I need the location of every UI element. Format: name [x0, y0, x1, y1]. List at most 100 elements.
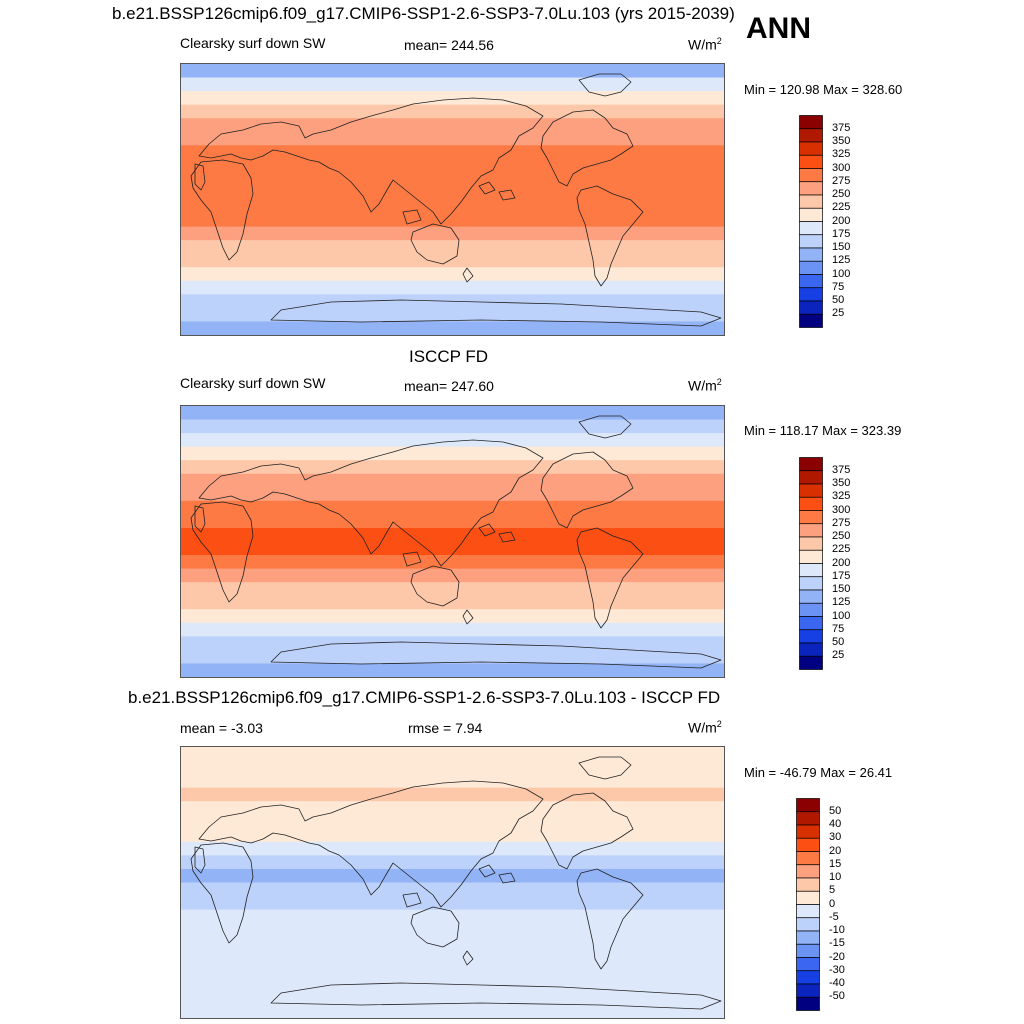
panel-2-minmax: Min = 118.17 Max = 323.39 — [744, 423, 902, 438]
panel-1-colorbar-tick-label: 250 — [832, 188, 851, 200]
panel-1-colorbar-swatch — [799, 300, 823, 315]
panel-3-colorbar-tick-label: 40 — [829, 818, 842, 830]
panel-3-colorbar-swatch — [796, 930, 820, 945]
panel-2-mean-label: mean= 247.60 — [404, 378, 494, 394]
panel-1-variable-label: Clearsky surf down SW — [180, 35, 326, 51]
panel-1-latitude-band — [181, 307, 724, 323]
panel-2-colorbar-swatch — [799, 536, 823, 551]
panel-2-latitude-band — [181, 568, 724, 583]
panel-2-colorbar-tick-label: 25 — [832, 649, 845, 662]
panel-2-latitude-band — [181, 514, 724, 529]
panel-1-colorbar-swatch — [799, 194, 823, 209]
panel-2-title: ISCCP FD — [409, 347, 489, 366]
panel-3-latitude-band — [181, 814, 724, 829]
panel-3-latitude-band — [181, 936, 724, 951]
panel-1-coastline — [540, 109, 634, 187]
panel-1-latitude-band — [181, 118, 724, 133]
panel-3-coastline — [478, 864, 496, 878]
panel-2-latitude-band — [181, 500, 724, 515]
panel-3-colorbar-tick-label: 15 — [829, 857, 842, 870]
panel-3-colorbar-tick-label: -10 — [829, 924, 845, 936]
panel-1-colorbar-swatch — [799, 207, 823, 222]
panel-2-colorbar-tick-label: 250 — [832, 530, 851, 542]
panel-3-latitude-band — [181, 841, 724, 856]
panel-1-latitude-band — [181, 226, 724, 241]
panel-3-colorbar-swatch — [796, 877, 820, 892]
panel-3-colorbar-tick-label: 0 — [829, 897, 836, 910]
panel-1-coastline — [198, 97, 544, 225]
panel-3-latitude-band — [181, 787, 724, 802]
panel-3-coastline — [402, 892, 422, 908]
panel-3-latitude-band — [181, 868, 724, 884]
panel-3-coastline — [498, 872, 516, 884]
panel-3-colorbar-tick-label: 50 — [829, 804, 842, 817]
panel-3-coastline — [540, 792, 634, 870]
panel-1-minmax: Min = 120.98 Max = 328.60 — [744, 82, 903, 97]
panel-3-latitude-band — [181, 760, 724, 775]
season-label: ANN — [746, 12, 811, 45]
panel-3-colorbar-tick-label: 5 — [829, 884, 836, 897]
panel-1-latitude-band — [181, 77, 724, 92]
panel-1-latitude-band — [181, 199, 724, 214]
panel-3-units: W/m2 — [688, 719, 722, 736]
panel-2-colorbar-swatch — [799, 642, 823, 657]
panel-2-colorbar-swatch — [799, 616, 823, 631]
panel-1-coastline — [478, 181, 496, 195]
panel-1-colorbar-tick-label: 325 — [832, 148, 851, 161]
panel-3-colorbar-swatch — [796, 970, 820, 985]
panel-2-coastline — [402, 551, 422, 567]
panel-1-colorbar-tick-label: 175 — [832, 227, 851, 240]
panel-3-coastline — [198, 780, 544, 908]
panel-3-map-svg — [181, 747, 724, 1018]
panel-3-coastline — [270, 982, 722, 1010]
panel-1-colorbar-tick-label: 150 — [832, 241, 851, 253]
panel-1-latitude-band — [181, 64, 724, 79]
panel-1-colorbar-tick-label: 100 — [832, 267, 851, 280]
panel-3-latitude-band — [181, 896, 724, 911]
panel-3-latitude-band — [181, 990, 724, 1006]
panel-1-colorbar-swatch — [799, 141, 823, 156]
panel-1-latitude-band — [181, 145, 724, 160]
panel-2-colorbar-swatch — [799, 602, 823, 617]
panel-3-coastline — [194, 846, 206, 874]
panel-1-mean-label: mean= 244.56 — [404, 37, 494, 53]
panel-3-rmse-label: rmse = 7.94 — [408, 720, 483, 736]
panel-1-coastline — [462, 267, 474, 283]
panel-3-latitude-band — [181, 909, 724, 924]
panel-2-colorbar-swatch — [799, 589, 823, 604]
panel-3-colorbar-tick-label: -5 — [829, 910, 839, 923]
panel-1-latitude-band — [181, 267, 724, 282]
panel-3-latitude-band — [181, 774, 724, 789]
panel-1-latitude-band — [181, 213, 724, 228]
panel-2-colorbar-swatch — [799, 563, 823, 578]
panel-2-colorbar-tick-label: 175 — [832, 569, 851, 582]
panel-2-map-svg — [181, 406, 724, 677]
panel-2-coastline — [270, 641, 722, 669]
panel-3-latitude-band — [181, 882, 724, 897]
panel-3-minmax: Min = -46.79 Max = 26.41 — [744, 765, 893, 780]
panel-2-coastline — [198, 439, 544, 567]
panel-2-colorbar-swatch — [799, 470, 823, 485]
panel-3-colorbar-swatch — [796, 811, 820, 826]
panel-1-colorbar-swatch — [799, 260, 823, 275]
panel-3-coastline — [410, 906, 460, 948]
panel-1-colorbar-tick-label: 125 — [832, 254, 851, 267]
panel-3-coastline — [462, 950, 474, 966]
panel-1-coastline — [194, 163, 206, 191]
panel-3-colorbar-swatch — [796, 904, 820, 919]
panel-3-colorbar-swatch — [796, 798, 820, 813]
panel-2-map — [180, 405, 725, 678]
panel-2-latitude-band — [181, 527, 724, 543]
panel-2-colorbar-tick-label: 325 — [832, 490, 851, 503]
panel-1-units: W/m2 — [688, 36, 722, 53]
panel-2-latitude-band — [181, 622, 724, 637]
panel-2-coastline — [194, 505, 206, 533]
panel-2-latitude-band — [181, 419, 724, 434]
panel-1-colorbar-tick-label: 75 — [832, 280, 845, 293]
panel-2-colorbar-tick-label: 375 — [832, 463, 851, 476]
panel-2-latitude-band — [181, 649, 724, 665]
panel-2-coastline — [410, 565, 460, 607]
panel-1-map — [180, 63, 725, 336]
panel-2-colorbar-tick-label: 50 — [832, 636, 845, 648]
panel-3-coastline — [190, 842, 254, 944]
